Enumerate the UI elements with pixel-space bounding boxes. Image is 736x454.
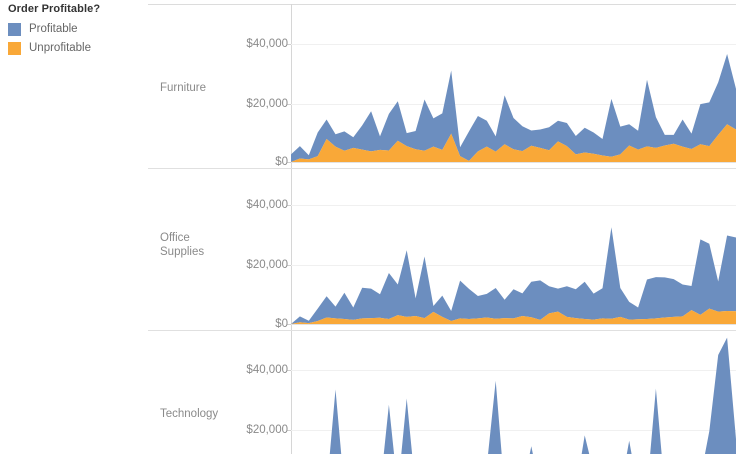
- chart-panel-frame: Furniture $40,000 $20,000 $0 Office Supp…: [148, 0, 736, 454]
- tickmark: [287, 265, 291, 266]
- panel-separator: [148, 330, 736, 331]
- legend-title: Order Profitable?: [8, 3, 101, 15]
- profitable-area: [291, 227, 736, 324]
- gridline: [291, 44, 736, 45]
- gridline: [291, 205, 736, 206]
- legend: Order Profitable? Profitable Unprofitabl…: [8, 3, 144, 59]
- axis-tick-label: $0: [275, 156, 288, 168]
- gridline: [291, 104, 736, 105]
- legend-item-unprofitable[interactable]: Unprofitable: [8, 40, 144, 57]
- axis-tick-label: $40,000: [246, 38, 288, 50]
- area-series-technology: [329, 337, 736, 454]
- plot-area-furniture[interactable]: [291, 4, 736, 169]
- tickmark: [287, 162, 291, 163]
- gridline: [291, 265, 736, 266]
- gridline: [291, 370, 736, 371]
- area-series-office-supplies: [291, 227, 736, 324]
- axis-tick-label: $0: [275, 318, 288, 330]
- tickmark: [287, 44, 291, 45]
- axis-tick-label: $20,000: [246, 424, 288, 436]
- axis-office-supplies: $40,000 $20,000 $0: [148, 169, 736, 331]
- zero-gridline: [291, 162, 736, 163]
- axis-tick-label: $40,000: [246, 199, 288, 211]
- tickmark: [287, 430, 291, 431]
- panel-top-border: [148, 4, 736, 5]
- profitable-swatch: [8, 23, 21, 36]
- panel-furniture: Furniture $40,000 $20,000 $0: [148, 4, 736, 169]
- axis-technology: $40,000 $20,000: [148, 331, 736, 454]
- panel-separator: [148, 168, 736, 169]
- panel-technology: Technology $40,000 $20,000: [148, 331, 736, 454]
- area-series-furniture: [291, 54, 736, 162]
- profitable-area: [291, 54, 736, 162]
- panel-label-office-supplies: Office Supplies: [160, 232, 205, 258]
- zero-gridline: [291, 324, 736, 325]
- plot-area-office-supplies[interactable]: [291, 169, 736, 331]
- header-divider: [291, 4, 292, 454]
- plot-area-technology[interactable]: [291, 331, 736, 454]
- tickmark: [287, 104, 291, 105]
- gridline: [291, 430, 736, 431]
- profitable-area: [329, 337, 736, 454]
- legend-item-profitable[interactable]: Profitable: [8, 21, 144, 38]
- panel-label-furniture: Furniture: [160, 82, 207, 94]
- tickmark: [287, 370, 291, 371]
- tickmark: [287, 205, 291, 206]
- tickmark: [287, 324, 291, 325]
- axis-tick-label: $20,000: [246, 259, 288, 271]
- panel-label-technology: Technology: [160, 408, 219, 420]
- panel-office-supplies: Office Supplies $40,000 $20,000 $0: [148, 169, 736, 331]
- axis-tick-label: $40,000: [246, 364, 288, 376]
- unprofitable-swatch: [8, 42, 21, 55]
- unprofitable-area: [291, 308, 736, 324]
- legend-item-label: Unprofitable: [29, 42, 92, 54]
- legend-item-label: Profitable: [29, 23, 78, 35]
- unprofitable-area: [291, 124, 736, 162]
- axis-tick-label: $20,000: [246, 98, 288, 110]
- axis-furniture: $40,000 $20,000 $0: [148, 4, 736, 169]
